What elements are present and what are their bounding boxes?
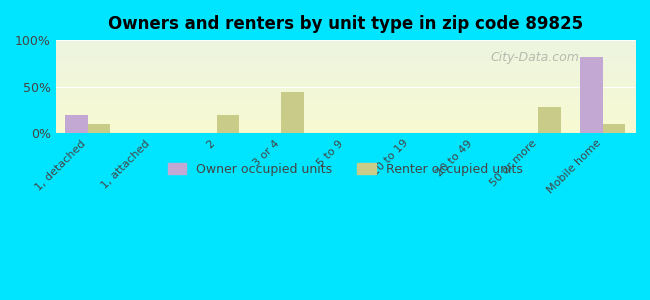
- Bar: [603, 124, 625, 133]
- Bar: [66, 115, 88, 133]
- Bar: [88, 124, 110, 133]
- Bar: [538, 107, 561, 133]
- Bar: [580, 57, 603, 133]
- Bar: [281, 92, 304, 133]
- Text: City-Data.com: City-Data.com: [490, 51, 579, 64]
- Title: Owners and renters by unit type in zip code 89825: Owners and renters by unit type in zip c…: [108, 15, 583, 33]
- Legend: Owner occupied units, Renter occupied units: Owner occupied units, Renter occupied un…: [162, 158, 528, 181]
- Bar: [216, 115, 239, 133]
